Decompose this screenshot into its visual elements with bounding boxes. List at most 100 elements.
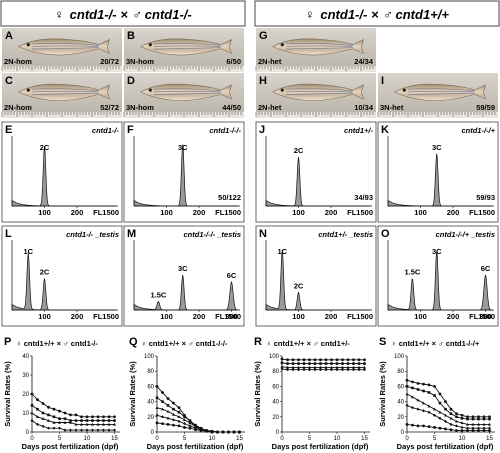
y-tick-label: 0 <box>276 430 280 436</box>
peak-label: 3C <box>432 143 442 152</box>
panel-genotype-label: 2N-het <box>258 57 282 66</box>
ruler <box>1 66 122 72</box>
series <box>280 361 366 365</box>
x-tick-label: 15 <box>361 436 368 442</box>
genotype-label: cntd1-/-/+ <box>461 126 495 135</box>
fl-channel-label: FL1500 <box>347 312 373 321</box>
y-tick-label: 60 <box>272 384 279 390</box>
data-point <box>74 413 78 417</box>
data-point <box>411 380 414 384</box>
fish-stripe <box>285 42 353 46</box>
series <box>405 423 491 432</box>
data-point <box>335 362 339 365</box>
data-point <box>460 417 464 420</box>
peak-label: 3C <box>178 143 188 152</box>
data-point <box>466 415 469 419</box>
ruler <box>255 112 376 118</box>
panel-letter: L <box>5 228 12 240</box>
data-point <box>85 428 89 432</box>
data-point <box>74 428 78 432</box>
y-tick-label: 20 <box>397 415 404 421</box>
data-point <box>455 419 458 423</box>
data-point <box>433 413 436 417</box>
fish-stripe <box>153 88 221 92</box>
x-tick-label: 10 <box>334 436 341 442</box>
data-point <box>280 357 284 361</box>
data-point <box>205 429 208 433</box>
series-line <box>156 407 240 433</box>
data-point <box>466 417 469 421</box>
data-point <box>433 385 436 388</box>
data-point <box>69 413 72 417</box>
panel-letter: N <box>259 228 267 240</box>
data-point <box>302 362 306 365</box>
axis-tick-label: 100 <box>38 208 51 217</box>
data-point <box>471 422 475 426</box>
data-point <box>488 426 491 430</box>
data-point <box>161 422 164 426</box>
data-point <box>188 419 192 422</box>
fish-body <box>140 38 233 56</box>
flow-panel: 100 200 FL1500 N cntd1+/- _testis 1C 2C <box>255 225 377 327</box>
y-axis-label: Survival Rates (%) <box>3 361 12 427</box>
peak-label: 2C <box>40 143 50 152</box>
data-point <box>280 365 284 368</box>
data-point <box>422 389 425 393</box>
y-tick-label: 60 <box>397 384 404 390</box>
peak-label: 3C <box>432 247 442 256</box>
data-point <box>411 395 414 399</box>
data-point <box>427 383 431 387</box>
data-point <box>47 405 50 409</box>
axis-tick-label: 100 <box>292 208 305 217</box>
fl-channel-label: FL1500 <box>215 208 241 217</box>
data-point <box>291 358 295 362</box>
panel-genotype-label: 3N-het <box>380 103 404 112</box>
zebrafish <box>140 38 233 56</box>
data-point <box>113 422 116 426</box>
data-point <box>183 418 186 422</box>
series-line <box>31 420 115 431</box>
series <box>280 357 366 362</box>
y-tick-label: 80 <box>147 369 154 375</box>
data-point <box>41 402 45 405</box>
x-tick-label: 10 <box>209 436 216 442</box>
data-point <box>113 428 116 432</box>
data-point <box>335 365 339 369</box>
data-point <box>177 415 181 418</box>
flow-frame <box>255 121 377 223</box>
fish-body <box>140 83 233 101</box>
flow-frame <box>1 225 123 327</box>
x-tick-label: 10 <box>459 436 466 442</box>
series-line <box>31 412 115 425</box>
y-tick-label: 10 <box>22 411 29 417</box>
data-point <box>444 413 447 417</box>
data-point <box>302 368 306 372</box>
data-point <box>422 382 425 386</box>
fish-stripe <box>407 91 475 93</box>
data-point <box>335 368 339 372</box>
series-line <box>156 422 240 433</box>
data-point <box>433 394 436 397</box>
data-point <box>319 365 322 369</box>
y-tick-label: 100 <box>144 354 155 360</box>
fl-channel-label: FL1500 <box>93 208 119 217</box>
x-tick-label: 0 <box>280 436 284 442</box>
y-tick-label: 40 <box>22 354 29 360</box>
x-tick-label: 0 <box>405 436 409 442</box>
data-point <box>438 410 442 414</box>
zebrafish <box>272 83 365 101</box>
data-point <box>313 365 317 369</box>
data-point <box>427 391 431 394</box>
data-point <box>166 409 170 413</box>
panel-letter: D <box>127 75 135 87</box>
data-point <box>455 415 458 419</box>
data-point <box>96 415 100 419</box>
data-point <box>102 422 105 426</box>
fish-eye <box>148 43 152 47</box>
data-point <box>85 415 89 419</box>
series-line <box>31 405 115 422</box>
data-point <box>85 422 89 426</box>
x-tick-label: 5 <box>58 436 62 442</box>
